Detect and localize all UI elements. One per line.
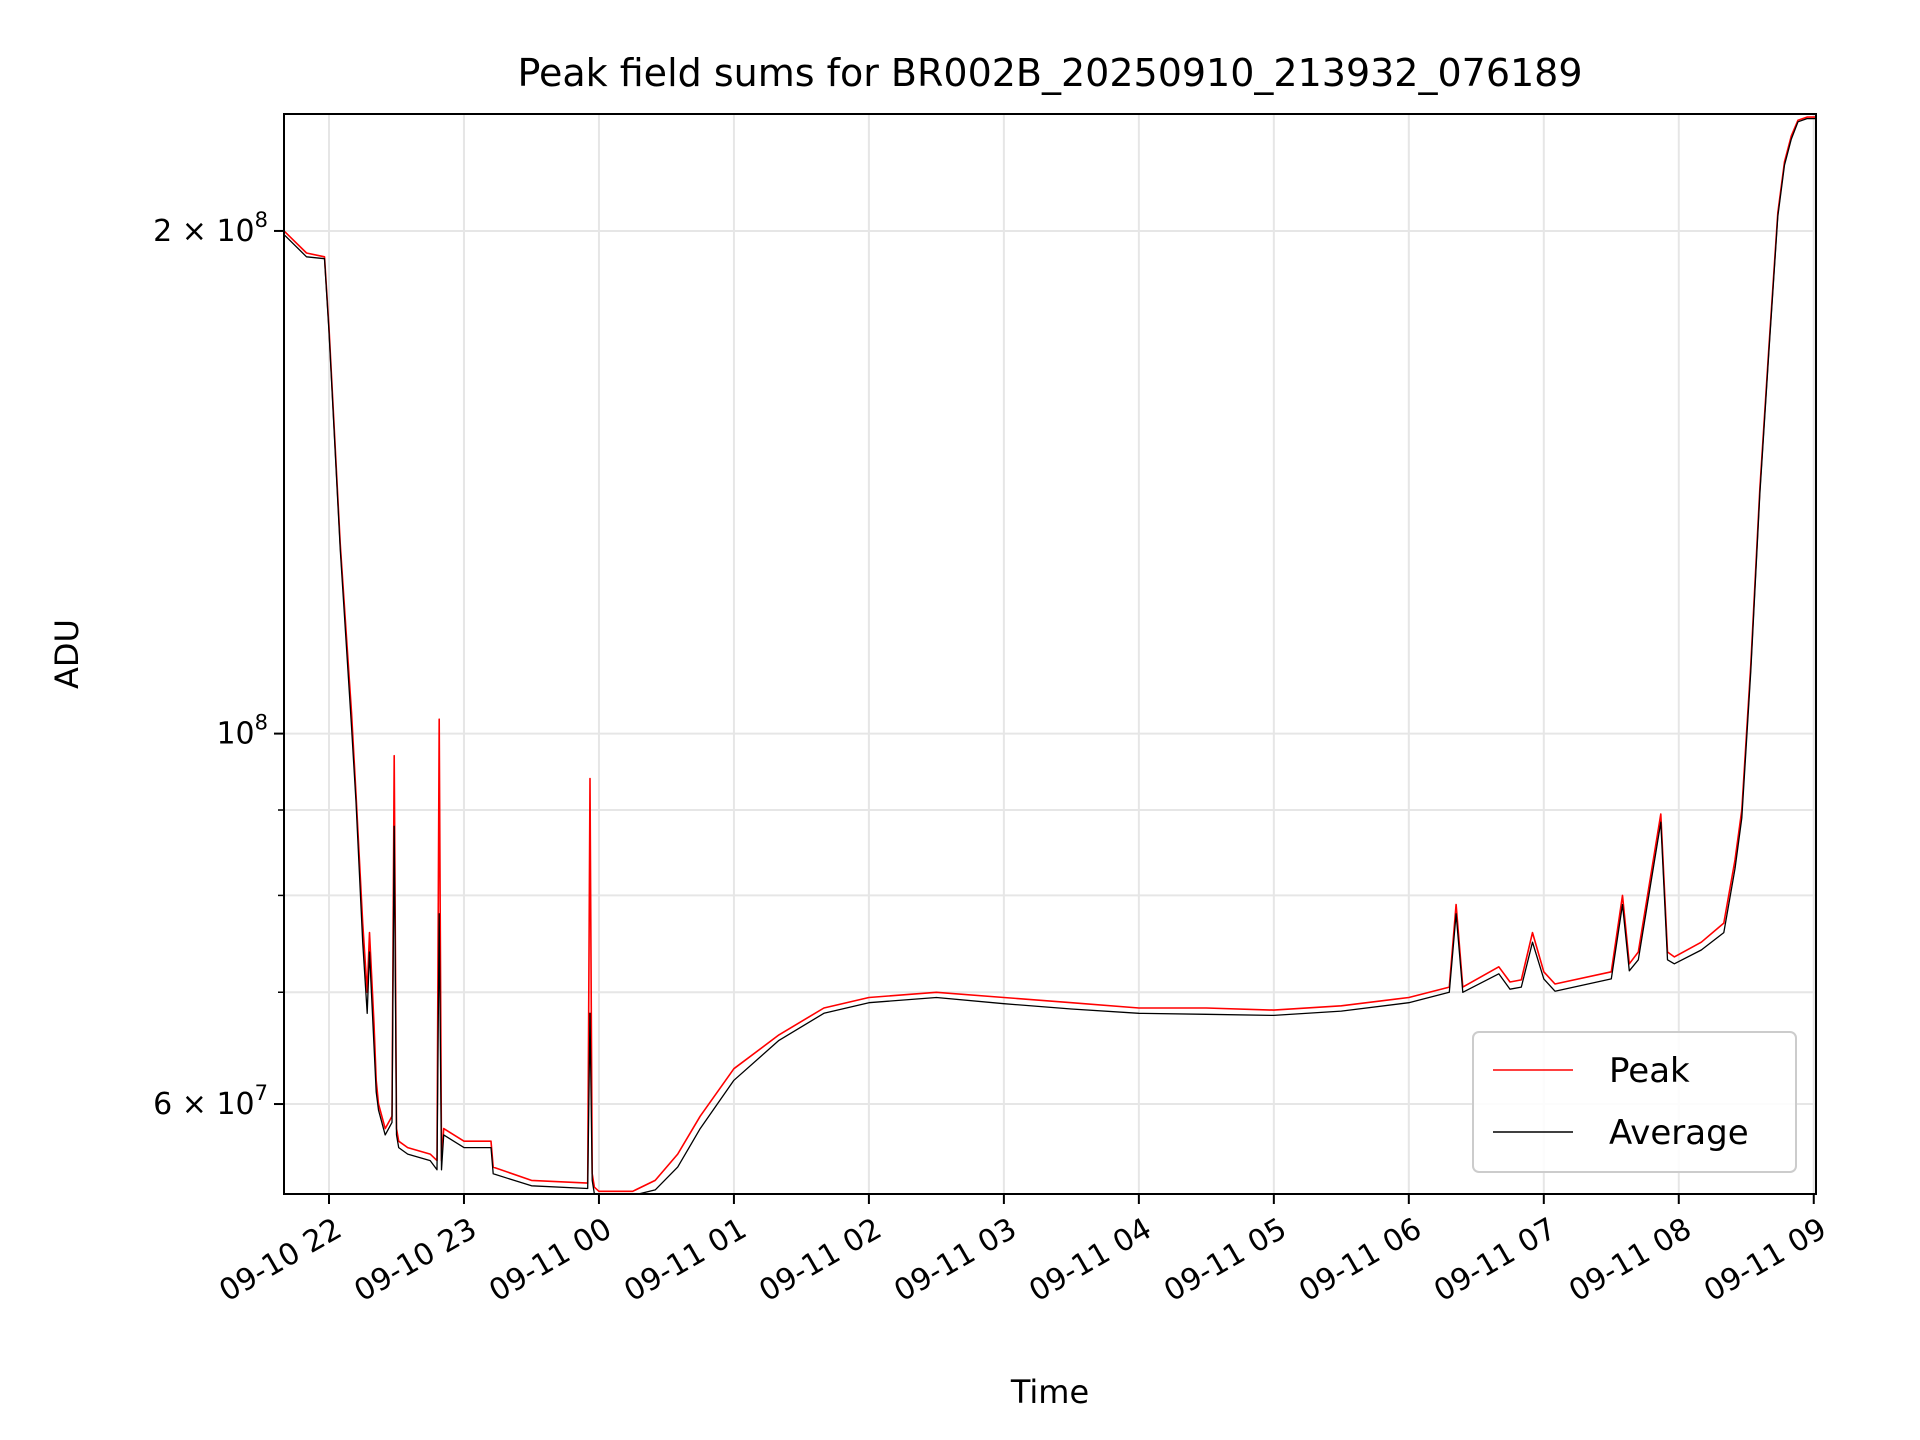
plot-frame <box>283 113 1817 1195</box>
legend-label-average: Average <box>1609 1113 1749 1153</box>
grid <box>284 114 1816 1194</box>
y-axis: 2 × 108 108 6 × 107 <box>153 208 284 1122</box>
legend: Peak Average <box>1472 1031 1797 1173</box>
y-axis-label: ADU <box>48 619 86 689</box>
legend-box <box>1472 1031 1797 1173</box>
series-line-average <box>284 117 1816 1194</box>
y-tick-label: 6 × 107 <box>153 1081 268 1122</box>
series-line-peak <box>284 116 1816 1193</box>
chart-title: Peak field sums for BR002B_20250910_2139… <box>517 51 1582 95</box>
x-axis-label: Time <box>1010 1373 1089 1411</box>
series-layer <box>284 116 1816 1194</box>
y-tick-label: 108 <box>216 711 268 752</box>
y-tick-label: 2 × 108 <box>153 208 268 249</box>
legend-label-peak: Peak <box>1609 1051 1690 1091</box>
